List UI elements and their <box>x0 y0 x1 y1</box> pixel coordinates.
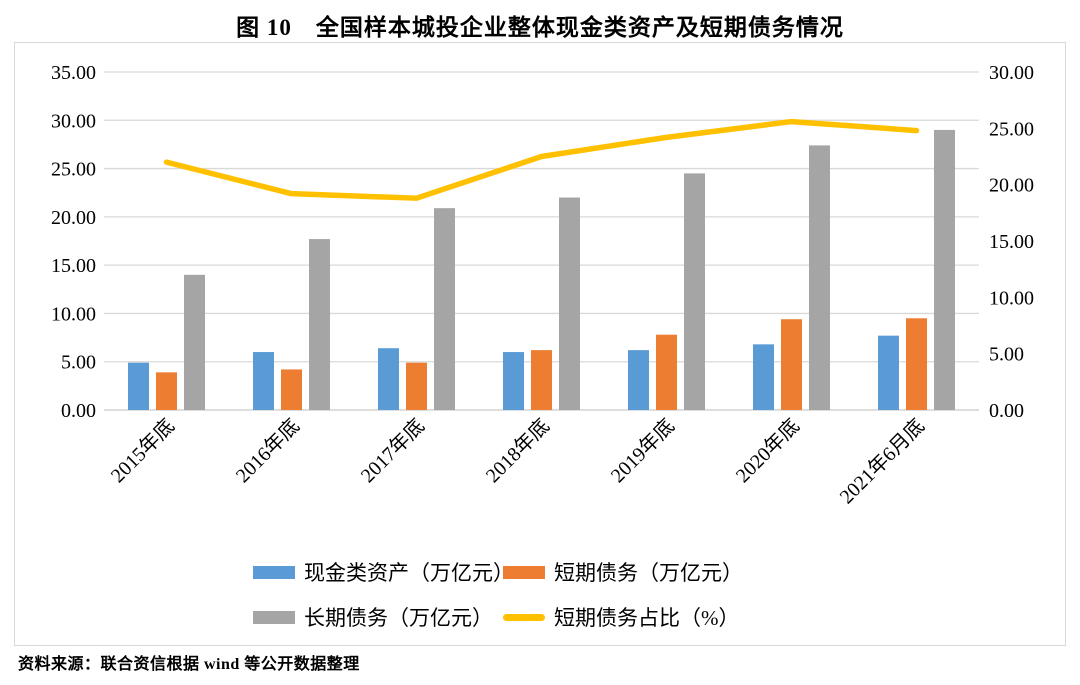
left-axis-tick-label: 15.00 <box>51 255 96 277</box>
legend-line-swatch <box>503 613 545 621</box>
bar-segment <box>406 362 427 410</box>
bar-segment <box>281 369 302 410</box>
left-axis-tick-label: 10.00 <box>51 303 96 325</box>
left-axis-tick-label: 5.00 <box>61 352 96 374</box>
ratio-line <box>163 118 920 201</box>
x-category-label: 2016年底 <box>231 414 304 487</box>
legend-item: 现金类资产（万亿元） <box>253 557 514 587</box>
x-category-label: 2018年底 <box>481 414 554 487</box>
legend-label: 短期债务占比（%） <box>554 606 740 630</box>
bar-segment <box>184 274 205 410</box>
bar-segment <box>253 352 274 410</box>
legend-label: 短期债务（万亿元） <box>554 561 743 585</box>
left-axis-tick-label: 20.00 <box>51 207 96 229</box>
legend-item: 长期债务（万亿元） <box>253 602 503 632</box>
legend-bar-swatch <box>253 565 295 579</box>
bar-segment <box>128 362 149 410</box>
x-category-label: 2017年底 <box>356 414 429 487</box>
right-axis-tick-label: 30.00 <box>989 62 1034 84</box>
combo-chart-svg: 0.00 5.00 10.00 15.00 20.00 25.00 30.00 35.00 0.… <box>51 62 1034 508</box>
bar-segment <box>309 239 330 410</box>
bar-segment <box>934 129 955 410</box>
x-category-label: 2019年底 <box>606 414 679 487</box>
legend-item: 短期债务（万亿元） <box>503 557 743 587</box>
x-category-label: 2015年底 <box>106 414 179 487</box>
bar-segment <box>559 197 580 410</box>
bar-segment <box>781 319 802 410</box>
bar-segment <box>656 334 677 410</box>
right-axis-tick-label: 15.00 <box>989 231 1034 253</box>
legend-bar-swatch <box>503 565 545 579</box>
left-axis-tick-label: 30.00 <box>51 110 96 132</box>
chart-container: 0.00 5.00 10.00 15.00 20.00 25.00 30.00 35.00 0.… <box>14 42 1066 646</box>
legend-bar-swatch <box>253 610 295 624</box>
bar-segment <box>878 335 899 410</box>
legend-label: 现金类资产（万亿元） <box>304 561 514 585</box>
bar-segment <box>906 318 927 410</box>
left-axis-tick-label: 25.00 <box>51 159 96 181</box>
bar-segment <box>684 173 705 410</box>
chart-legend: 现金类资产（万亿元） 短期债务（万亿元） 长期债务（万亿元） 短期债务占比（%） <box>253 557 743 632</box>
bar-segment <box>753 344 774 410</box>
x-category-label: 2021年6月底 <box>835 414 929 508</box>
left-axis-tick-label: 0.00 <box>61 400 96 422</box>
bar-segment <box>531 350 552 410</box>
right-axis-tick-label: 10.00 <box>989 287 1034 309</box>
right-axis-tick-label: 0.00 <box>989 400 1024 422</box>
right-axis-tick-label: 20.00 <box>989 175 1034 197</box>
bar-segment <box>809 145 830 410</box>
chart-title: 图 10 全国样本城投企业整体现金类资产及短期债务情况 <box>236 15 844 40</box>
right-axis-tick-label: 5.00 <box>989 344 1024 366</box>
bar-segment <box>628 350 649 410</box>
bar-segment <box>378 348 399 410</box>
legend-label: 长期债务（万亿元） <box>304 606 493 630</box>
bar-segment <box>156 372 177 410</box>
left-axis-tick-label: 35.00 <box>51 62 96 84</box>
right-axis-tick-label: 25.00 <box>989 118 1034 140</box>
bar-segment <box>503 352 524 410</box>
x-category-label: 2020年底 <box>731 414 804 487</box>
bar-segment <box>434 208 455 410</box>
legend-item: 短期债务占比（%） <box>503 602 743 632</box>
source-note: 资料来源：联合资信根据 wind 等公开数据整理 <box>18 656 360 673</box>
